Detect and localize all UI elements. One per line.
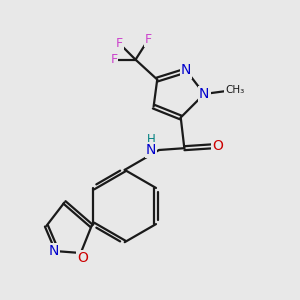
Text: N: N bbox=[181, 64, 191, 77]
Text: O: O bbox=[77, 251, 88, 266]
Text: CH₃: CH₃ bbox=[225, 85, 244, 95]
Text: N: N bbox=[199, 87, 209, 101]
Text: N: N bbox=[146, 143, 156, 157]
Text: F: F bbox=[145, 33, 152, 46]
Text: H: H bbox=[147, 134, 155, 146]
Text: O: O bbox=[212, 140, 224, 153]
Text: F: F bbox=[116, 37, 123, 50]
Text: N: N bbox=[49, 244, 59, 258]
Text: F: F bbox=[110, 53, 117, 66]
